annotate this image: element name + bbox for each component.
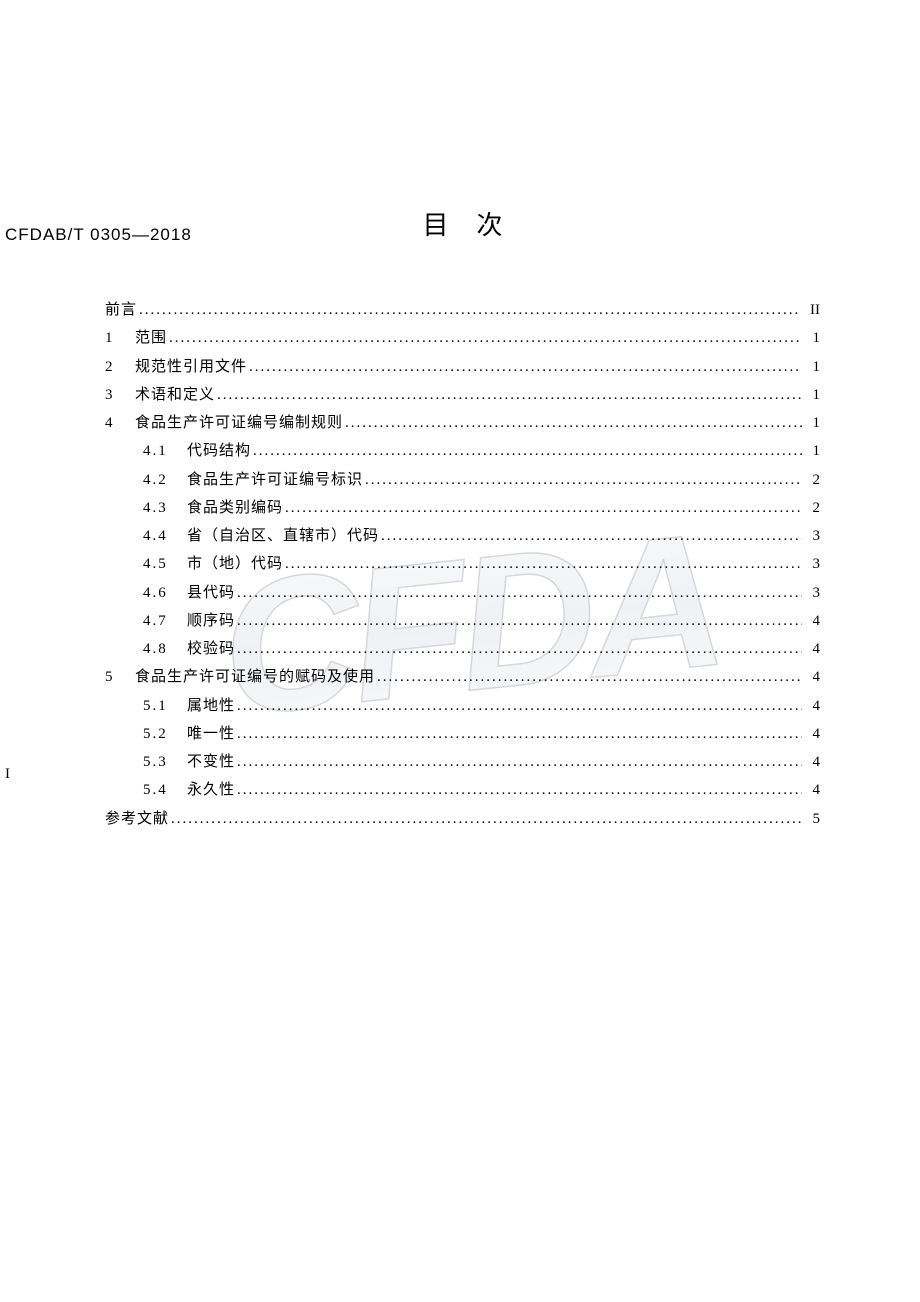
toc-page: 4 (802, 636, 820, 662)
toc-num: 4.6 (143, 580, 187, 606)
toc-label: 市（地）代码 (187, 551, 283, 577)
toc-label: 唯一性 (187, 721, 235, 747)
footer-page-number: I (5, 766, 720, 783)
toc-entry-4-4: 4.4 省（自治区、直辖市）代码 3 (105, 523, 820, 549)
toc-label: 校验码 (187, 636, 235, 662)
toc-page: 4 (802, 664, 820, 690)
toc-page: 2 (802, 495, 820, 521)
toc-page: 3 (802, 580, 820, 606)
toc-leader (375, 664, 802, 690)
toc-entry-references: 参考文献 5 (105, 806, 820, 832)
toc-entry-5-2: 5.2 唯一性 4 (105, 721, 820, 747)
toc-page: 3 (802, 551, 820, 577)
toc-label: 食品类别编码 (187, 495, 283, 521)
toc-num: 4 (105, 410, 135, 436)
toc-entry-4-5: 4.5 市（地）代码 3 (105, 551, 820, 577)
toc-page: 3 (802, 523, 820, 549)
toc-num: 4.7 (143, 608, 187, 634)
toc-num: 4.3 (143, 495, 187, 521)
page-container: CFDAB/T 0305—2018 目次 CFDA 前言 II 1 范围 1 2… (0, 0, 920, 1302)
toc-entry-4-3: 4.3 食品类别编码 2 (105, 495, 820, 521)
toc-leader (343, 410, 802, 436)
toc-page: 1 (802, 382, 820, 408)
toc-num: 5.1 (143, 693, 187, 719)
toc-label: 省（自治区、直辖市）代码 (187, 523, 379, 549)
toc-page: 4 (802, 693, 820, 719)
toc-page: 4 (802, 777, 820, 803)
toc-entry-preface: 前言 II (105, 297, 820, 323)
toc-num: 4.2 (143, 467, 187, 493)
toc-label: 顺序码 (187, 608, 235, 634)
toc-leader (215, 382, 802, 408)
toc-label: 县代码 (187, 580, 235, 606)
toc-label: 规范性引用文件 (135, 354, 247, 380)
toc-num: 2 (105, 354, 135, 380)
toc-leader (251, 438, 802, 464)
toc-entry-4: 4 食品生产许可证编号编制规则 1 (105, 410, 820, 436)
toc-label: 术语和定义 (135, 382, 215, 408)
toc-entry-4-6: 4.6 县代码 3 (105, 580, 820, 606)
toc-leader (283, 495, 802, 521)
toc-label: 食品生产许可证编号标识 (187, 467, 363, 493)
toc-leader (167, 325, 802, 351)
toc-num: 3 (105, 382, 135, 408)
toc-leader (235, 608, 802, 634)
toc-leader (169, 806, 802, 832)
toc-page: 4 (802, 721, 820, 747)
toc-entry-3: 3 术语和定义 1 (105, 382, 820, 408)
toc-page: II (802, 297, 820, 323)
toc-label: 前言 (105, 297, 137, 323)
toc-page: 1 (802, 325, 820, 351)
toc-leader (379, 523, 802, 549)
toc-page: 4 (802, 749, 820, 775)
toc-page: 4 (802, 608, 820, 634)
toc-num: 4.8 (143, 636, 187, 662)
toc-num: 4.1 (143, 438, 187, 464)
toc-leader (235, 721, 802, 747)
toc-entry-4-2: 4.2 食品生产许可证编号标识 2 (105, 467, 820, 493)
toc-leader (137, 297, 802, 323)
toc-entry-4-7: 4.7 顺序码 4 (105, 608, 820, 634)
toc-page: 1 (802, 438, 820, 464)
toc-page: 5 (802, 806, 820, 832)
toc-label: 食品生产许可证编号的赋码及使用 (135, 664, 375, 690)
toc-entry-5: 5 食品生产许可证编号的赋码及使用 4 (105, 664, 820, 690)
toc-label: 食品生产许可证编号编制规则 (135, 410, 343, 436)
toc-leader (363, 467, 802, 493)
toc-label: 参考文献 (105, 806, 169, 832)
toc-leader (235, 693, 802, 719)
toc-label: 范围 (135, 325, 167, 351)
toc-page: 1 (802, 410, 820, 436)
toc-leader (235, 636, 802, 662)
toc-num: 5 (105, 664, 135, 690)
toc-leader (235, 580, 802, 606)
toc-entry-4-1: 4.1 代码结构 1 (105, 438, 820, 464)
toc-page: 2 (802, 467, 820, 493)
toc-num: 5.2 (143, 721, 187, 747)
toc-label: 属地性 (187, 693, 235, 719)
toc-entry-5-1: 5.1 属地性 4 (105, 693, 820, 719)
toc-leader (283, 551, 802, 577)
toc-num: 1 (105, 325, 135, 351)
table-of-contents: 前言 II 1 范围 1 2 规范性引用文件 1 3 术语和定义 1 4 食品生… (105, 297, 820, 832)
toc-entry-1: 1 范围 1 (105, 325, 820, 351)
toc-label: 代码结构 (187, 438, 251, 464)
toc-entry-4-8: 4.8 校验码 4 (105, 636, 820, 662)
toc-leader (247, 354, 802, 380)
toc-page: 1 (802, 354, 820, 380)
toc-title: 目次 (105, 205, 820, 242)
toc-num: 4.5 (143, 551, 187, 577)
toc-entry-2: 2 规范性引用文件 1 (105, 354, 820, 380)
toc-num: 4.4 (143, 523, 187, 549)
